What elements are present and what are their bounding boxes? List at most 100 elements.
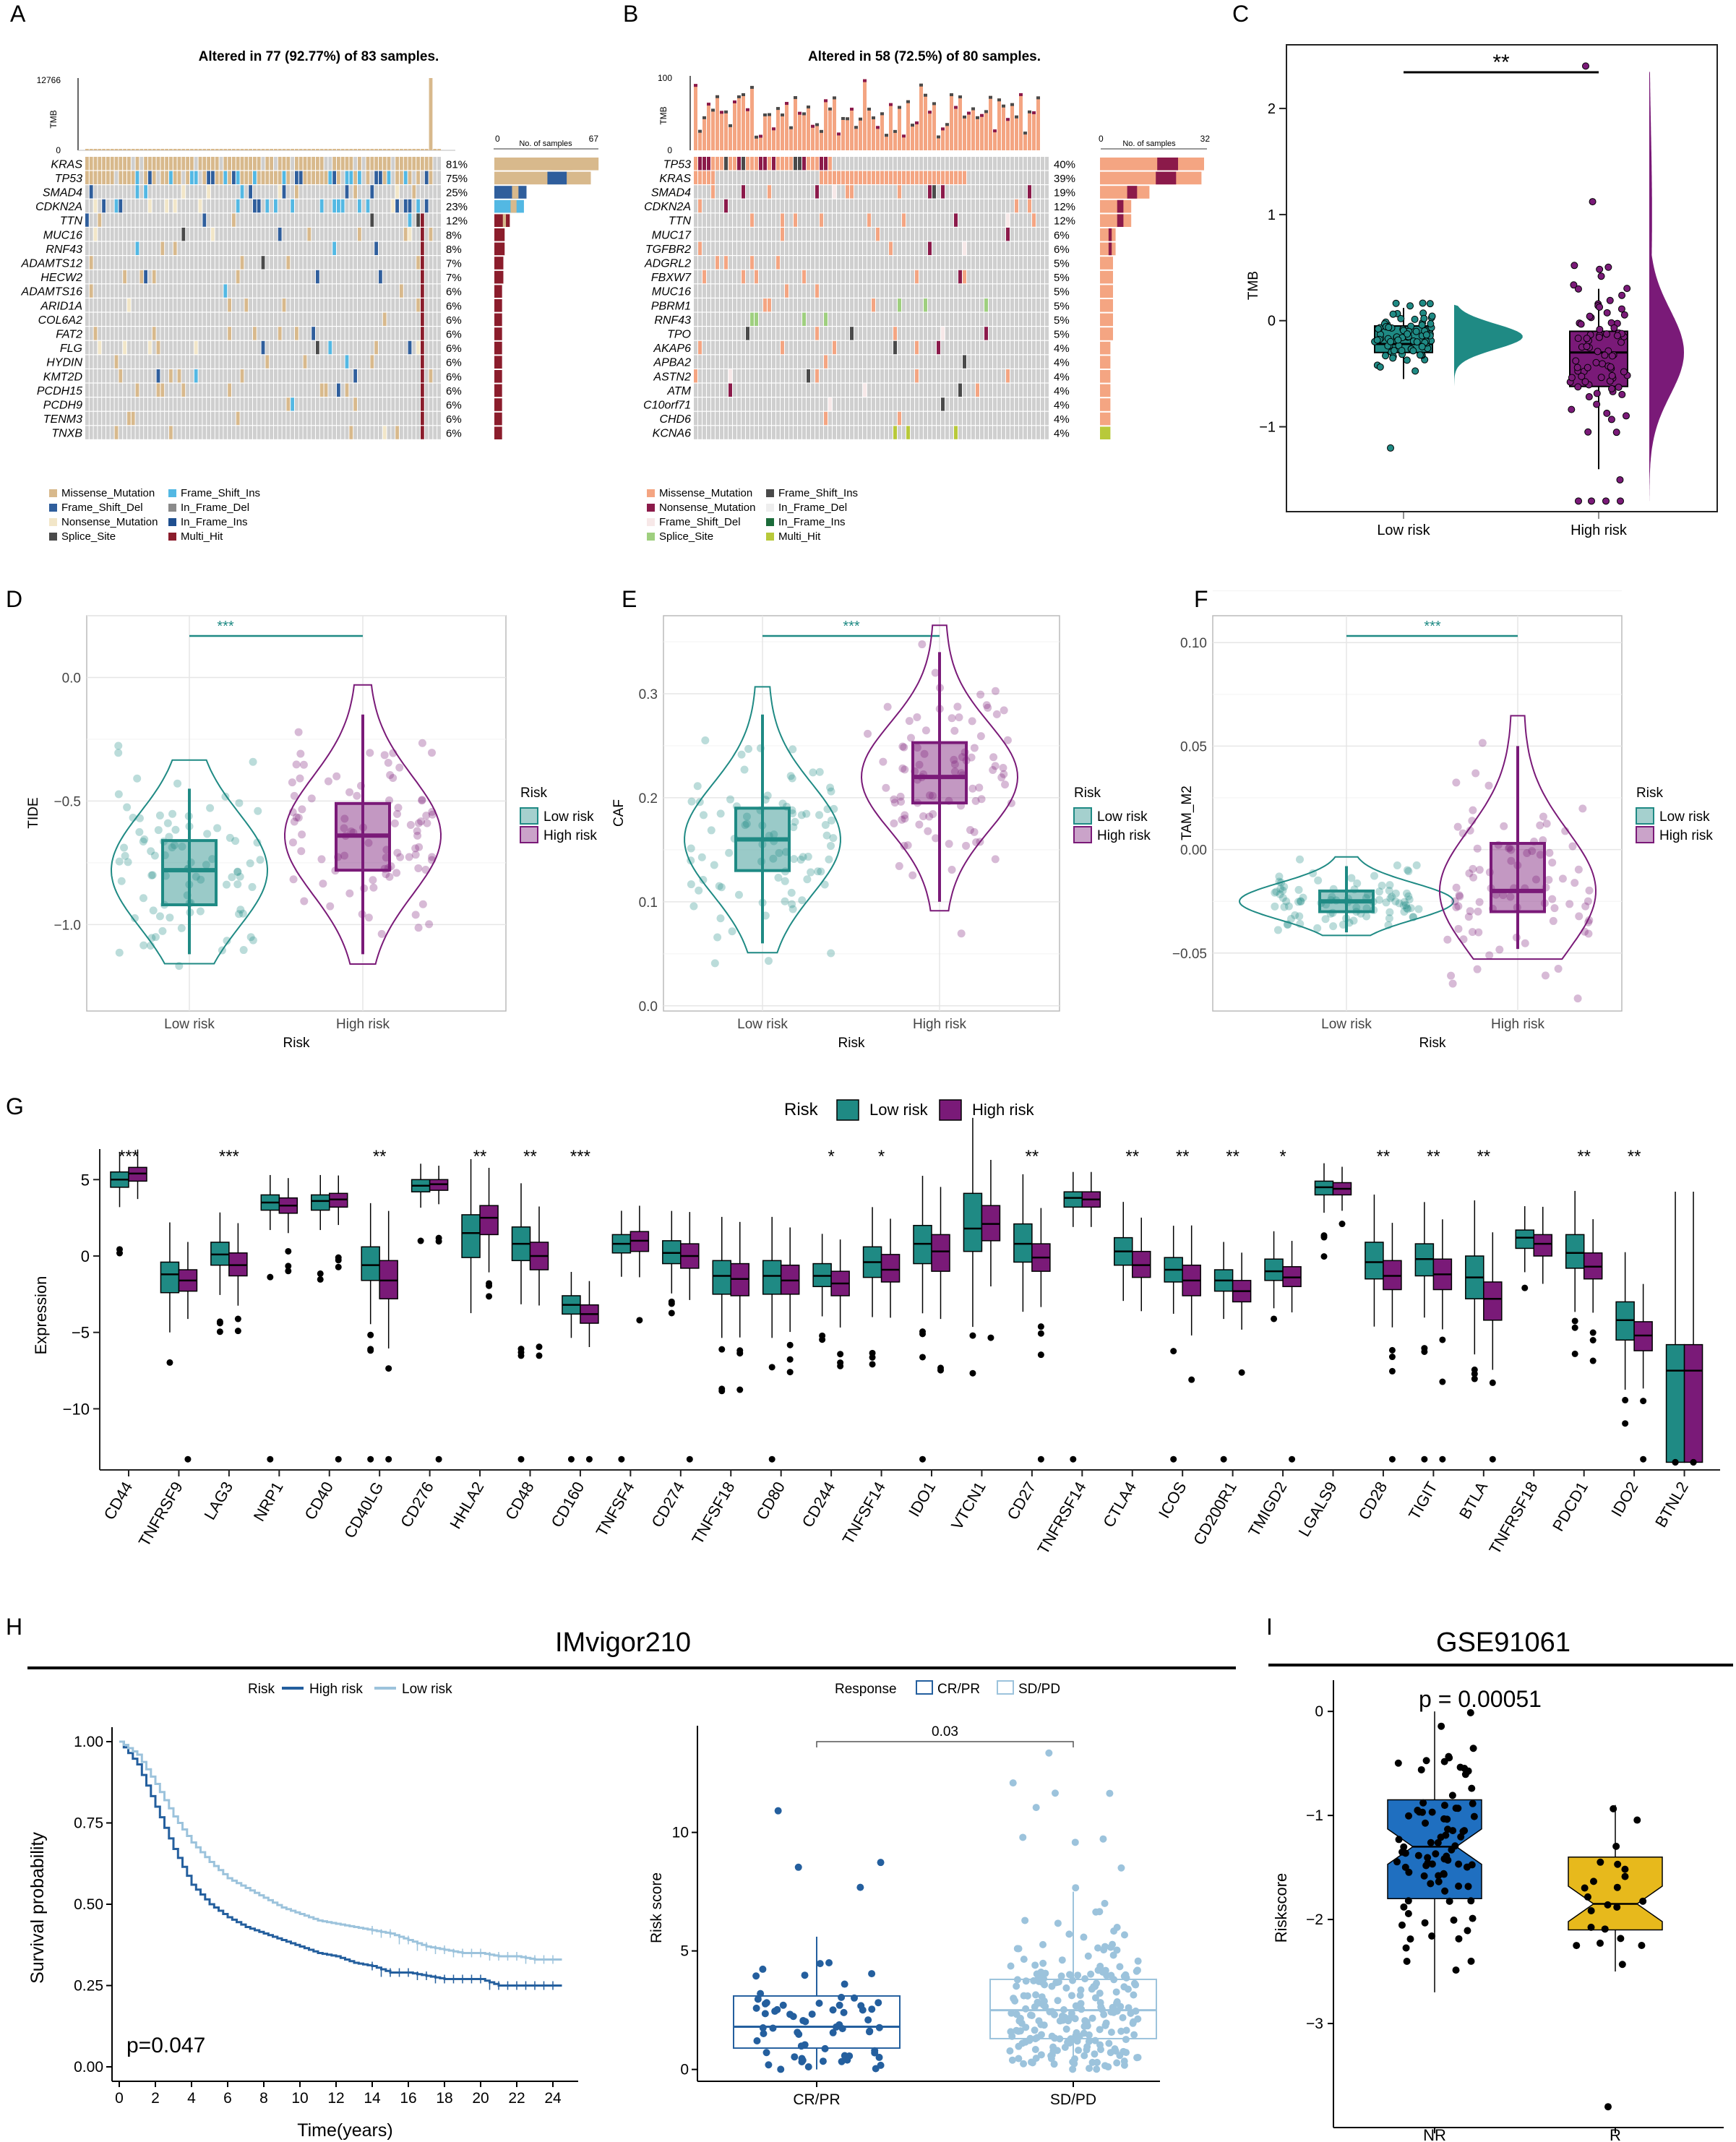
oncoplot-tile [173, 383, 177, 397]
oncoplot-tile [724, 298, 728, 312]
oncoplot-tile [366, 284, 370, 298]
data-point [1495, 945, 1504, 954]
oncoplot-tile [1023, 411, 1027, 426]
oncoplot-tile [236, 298, 240, 312]
tmb-bar [772, 127, 775, 150]
oncoplot-tile [403, 199, 408, 213]
outlier-point [1170, 1348, 1177, 1355]
oncoplot-tile [837, 185, 841, 199]
oncoplot-tile [850, 327, 854, 340]
oncoplot-tile [720, 298, 723, 312]
panel-g: G Risk Low risk High risk Expression 50−… [6, 1093, 1720, 1557]
oncoplot-tile [228, 213, 231, 227]
oncoplot-tile [307, 171, 311, 184]
oncoplot-tile [240, 256, 244, 270]
oncoplot-tile [906, 171, 910, 184]
oncoplot-tile [366, 411, 370, 426]
oncoplot-tile [169, 383, 173, 397]
oncoplot-tile [932, 312, 936, 326]
tmb-bar [366, 149, 370, 150]
oncoplot-tile [253, 369, 257, 383]
oncoplot-tile [885, 397, 888, 411]
oncoplot-tile [1036, 171, 1040, 184]
oncoplot-tile [872, 185, 875, 199]
bar-b-axis-max: 32 [1200, 134, 1211, 144]
oncoplot-tile [319, 284, 324, 298]
oncoplot-tile [872, 340, 875, 355]
oncoplot-tile [278, 340, 282, 355]
oncoplot-tile [1041, 171, 1044, 184]
data-point [297, 847, 306, 856]
tmb-bar-top [928, 111, 932, 114]
oncoplot-tile [424, 185, 429, 199]
oncoplot-tile [102, 340, 106, 355]
oncoplot-tile [89, 171, 93, 184]
oncoplot-tile [742, 228, 745, 241]
oncoplot-tile [997, 369, 1001, 383]
tmb-bar-top [941, 127, 945, 131]
oncoplot-tile [837, 256, 841, 270]
oncoplot-tile [232, 157, 236, 171]
oncoplot-tile [967, 397, 971, 411]
oncoplot-tile [807, 355, 810, 369]
data-point [206, 804, 215, 812]
oncoplot-tile [173, 185, 177, 199]
oncoplot-tile [867, 411, 871, 426]
oncoplot-tile [911, 213, 914, 227]
oncoplot-tile [131, 298, 135, 312]
oncoplot-tile [954, 369, 958, 383]
oncoplot-tile [737, 228, 741, 241]
oncoplot-tile [361, 284, 366, 298]
oncoplot-tile [332, 256, 336, 270]
oncoplot-tile [152, 284, 156, 298]
tmb-bar [794, 96, 797, 150]
data-point [1581, 927, 1589, 936]
oncoplot-tile [854, 340, 858, 355]
oncoplot-tile [854, 270, 858, 284]
tmb-bar-top [807, 106, 810, 109]
oncoplot-tile [253, 199, 257, 213]
oncoplot-tile [416, 270, 420, 284]
oncoplot-tile [867, 426, 871, 439]
oncoplot-tile [997, 199, 1001, 213]
oncoplot-tile [702, 228, 706, 241]
oncoplot-tile [915, 171, 919, 184]
oncoplot-tile [102, 383, 106, 397]
oncoplot-tile [249, 397, 252, 411]
oncoplot-tile [755, 397, 758, 411]
data-point [307, 794, 316, 803]
oncoplot-tile [781, 397, 784, 411]
x-tick-label: TNFSF14 [839, 1479, 889, 1547]
oncoplot-tile [324, 327, 328, 340]
oncoplot-tile [307, 298, 311, 312]
oncoplot-tile [165, 256, 168, 270]
oncoplot-tile [332, 298, 336, 312]
data-point [950, 767, 959, 776]
oncoplot-tile [984, 312, 988, 326]
data-point [394, 804, 403, 812]
data-point [384, 758, 392, 767]
oncoplot-tile [898, 270, 901, 284]
oncoplot-tile [228, 185, 231, 199]
data-point [1570, 879, 1579, 887]
oncoplot-tile [240, 199, 244, 213]
data-point [1466, 907, 1474, 916]
oncoplot-tile [937, 256, 940, 270]
oncoplot-tile [876, 397, 880, 411]
oncoplot-tile [421, 397, 424, 411]
oncoplot-tile [1006, 199, 1010, 213]
oncoplot-tile [223, 426, 228, 439]
oncoplot-tile [358, 383, 361, 397]
oncoplot-tile [711, 383, 715, 397]
data-point [1561, 827, 1570, 835]
oncoplot-tile [127, 228, 131, 241]
oncoplot-tile [379, 369, 382, 383]
oncoplot-tile [353, 228, 357, 241]
oncoplot-tile [429, 327, 433, 340]
oncoplot-tile [198, 397, 202, 411]
data-point [1419, 299, 1427, 307]
oncoplot-tile [1041, 185, 1044, 199]
oncoplot-tile [286, 213, 291, 227]
oncoplot-tile [215, 369, 219, 383]
oncoplot-tile [270, 340, 273, 355]
